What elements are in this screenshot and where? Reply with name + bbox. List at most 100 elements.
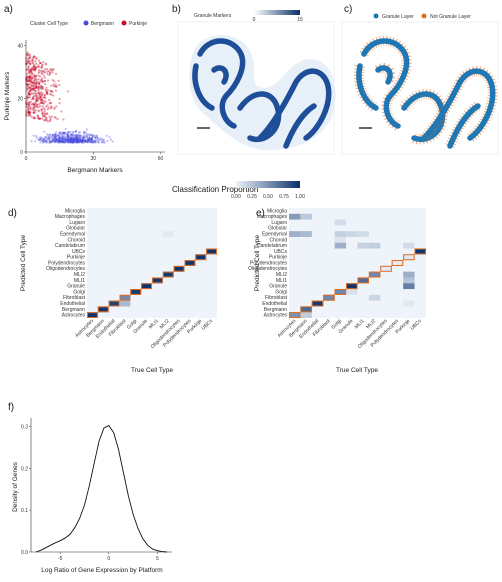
scatter-point-bergmann bbox=[81, 136, 84, 139]
scatter-point-purkinje bbox=[31, 89, 34, 92]
scatter-point-bergmann bbox=[48, 136, 51, 139]
scatter-point-purkinje bbox=[50, 90, 53, 93]
scatter-point-purkinje bbox=[32, 97, 35, 100]
scatter-point-purkinje bbox=[53, 80, 56, 83]
scatter-point-purkinje bbox=[38, 61, 41, 64]
scatter-point-purkinje bbox=[43, 119, 46, 122]
scatter-point-bergmann bbox=[60, 136, 63, 140]
scatter-point-bergmann bbox=[67, 141, 70, 144]
scatter-point-bergmann bbox=[88, 139, 91, 142]
scatter-point-purkinje bbox=[36, 114, 39, 118]
scatter-point-purkinje bbox=[27, 96, 30, 99]
scatter-point-purkinje bbox=[27, 96, 30, 99]
scatter-point-purkinje bbox=[33, 68, 36, 71]
scatter-point-purkinje bbox=[50, 90, 53, 93]
scatter-point-bergmann bbox=[58, 136, 62, 139]
scatter-point-bergmann bbox=[71, 137, 74, 141]
scatter-point-purkinje bbox=[54, 83, 57, 86]
scatter-point-bergmann bbox=[51, 138, 55, 141]
scatter-point-bergmann bbox=[39, 139, 43, 142]
scatter-point-bergmann bbox=[84, 139, 87, 142]
scatter-point-purkinje bbox=[27, 110, 30, 114]
scatter-point-purkinje bbox=[31, 59, 34, 62]
scatter-point-bergmann bbox=[51, 137, 54, 140]
scatter-point-purkinje bbox=[42, 74, 46, 77]
scatter-point-bergmann bbox=[96, 138, 99, 142]
scatter-point-bergmann bbox=[66, 132, 69, 135]
ticks-f: -5 0 5 0.0 0.1 0.2 0.3 bbox=[21, 424, 159, 562]
scatter-point-purkinje bbox=[31, 66, 34, 69]
tissue-map-b bbox=[189, 35, 336, 151]
scatter-point-bergmann bbox=[72, 140, 75, 144]
scatter-point-purkinje bbox=[29, 69, 32, 72]
scatter-point-purkinje bbox=[44, 113, 47, 116]
heatmap-ylabel: Fibroblast bbox=[265, 295, 288, 301]
heatmap-diagonal-box bbox=[141, 283, 153, 290]
scatter-point-purkinje bbox=[29, 86, 32, 89]
scatter-point-purkinje bbox=[41, 113, 44, 116]
heatmap-ylabel: UBCs bbox=[72, 249, 86, 255]
legend-de: Classification Proportion 0.00 0.25 0.50 0.… bbox=[172, 181, 305, 200]
scatter-point-purkinje bbox=[25, 57, 28, 60]
scatter-point-purkinje bbox=[28, 111, 31, 114]
scatter-point-purkinje bbox=[27, 57, 30, 60]
heatmap-cell bbox=[403, 300, 415, 307]
scatter-point-bergmann bbox=[78, 140, 81, 144]
heatmap-cell bbox=[206, 248, 217, 255]
scatter-point-bergmann bbox=[93, 139, 96, 143]
scatter-point-bergmann bbox=[77, 138, 80, 141]
scatter-point-purkinje bbox=[36, 117, 39, 120]
scatter-point-bergmann bbox=[66, 138, 69, 141]
panel-label-d: d) bbox=[8, 208, 17, 219]
heatmap-cell bbox=[323, 294, 335, 301]
scatter-point-purkinje bbox=[33, 67, 37, 70]
scatter-point-bergmann bbox=[84, 139, 87, 142]
scatter-point-bergmann bbox=[82, 139, 85, 142]
heatmap-ylabel: Bergmann bbox=[264, 307, 287, 313]
scatter-point-purkinje bbox=[30, 67, 33, 70]
scatter-point-bergmann bbox=[57, 140, 60, 144]
scatter-point-purkinje bbox=[31, 61, 34, 64]
scatter-point-purkinje bbox=[30, 98, 34, 101]
scatter-point-purkinje bbox=[37, 78, 40, 81]
scatter-point-purkinje bbox=[32, 106, 35, 109]
scatter-point-bergmann bbox=[44, 140, 47, 143]
scatter-point-bergmann bbox=[60, 140, 63, 143]
scatter-point-bergmann bbox=[41, 139, 44, 143]
scatter-point-bergmann bbox=[76, 140, 79, 144]
scatter-point-bergmann bbox=[53, 136, 56, 139]
scatter-point-purkinje bbox=[51, 69, 55, 72]
scatter-point-bergmann bbox=[81, 137, 84, 140]
heatmap-cell bbox=[403, 277, 415, 284]
scatter-point-purkinje bbox=[39, 79, 42, 82]
scatter-point-bergmann bbox=[80, 140, 83, 143]
scatter-point-purkinje bbox=[39, 86, 42, 89]
scatter-point-bergmann bbox=[65, 139, 69, 142]
scatter-point-bergmann bbox=[57, 137, 61, 140]
scatter-point-bergmann bbox=[75, 135, 78, 138]
legend-b-colorbar bbox=[254, 10, 300, 15]
scatter-point-purkinje bbox=[27, 111, 30, 114]
heatmap-cell bbox=[162, 271, 174, 278]
scatter-point-bergmann bbox=[64, 137, 67, 140]
scatter-point-purkinje bbox=[41, 85, 44, 88]
scatter-point-purkinje bbox=[41, 99, 44, 102]
scatter-point-bergmann bbox=[86, 140, 89, 143]
scatter-point-purkinje bbox=[32, 95, 35, 99]
scatter-point-purkinje bbox=[37, 74, 40, 77]
scatter-point-purkinje bbox=[48, 101, 51, 105]
scatter-point-purkinje bbox=[52, 84, 56, 88]
legend-b-tick-max: 15 bbox=[297, 17, 303, 23]
scatter-point-bergmann bbox=[63, 131, 66, 134]
panel-label-e: e) bbox=[256, 208, 265, 219]
scatter-point-purkinje bbox=[53, 115, 56, 119]
scatter-point-bergmann bbox=[51, 133, 55, 136]
scatter-point-bergmann bbox=[65, 140, 68, 143]
scatter-point-bergmann bbox=[76, 138, 79, 142]
scatter-point-purkinje bbox=[29, 59, 32, 63]
scatter-point-purkinje bbox=[37, 109, 40, 113]
scatter-point-bergmann bbox=[102, 141, 105, 144]
scatter-point-purkinje bbox=[49, 92, 52, 95]
scatter-point-purkinje bbox=[32, 117, 35, 120]
scatter-point-purkinje bbox=[52, 67, 55, 71]
